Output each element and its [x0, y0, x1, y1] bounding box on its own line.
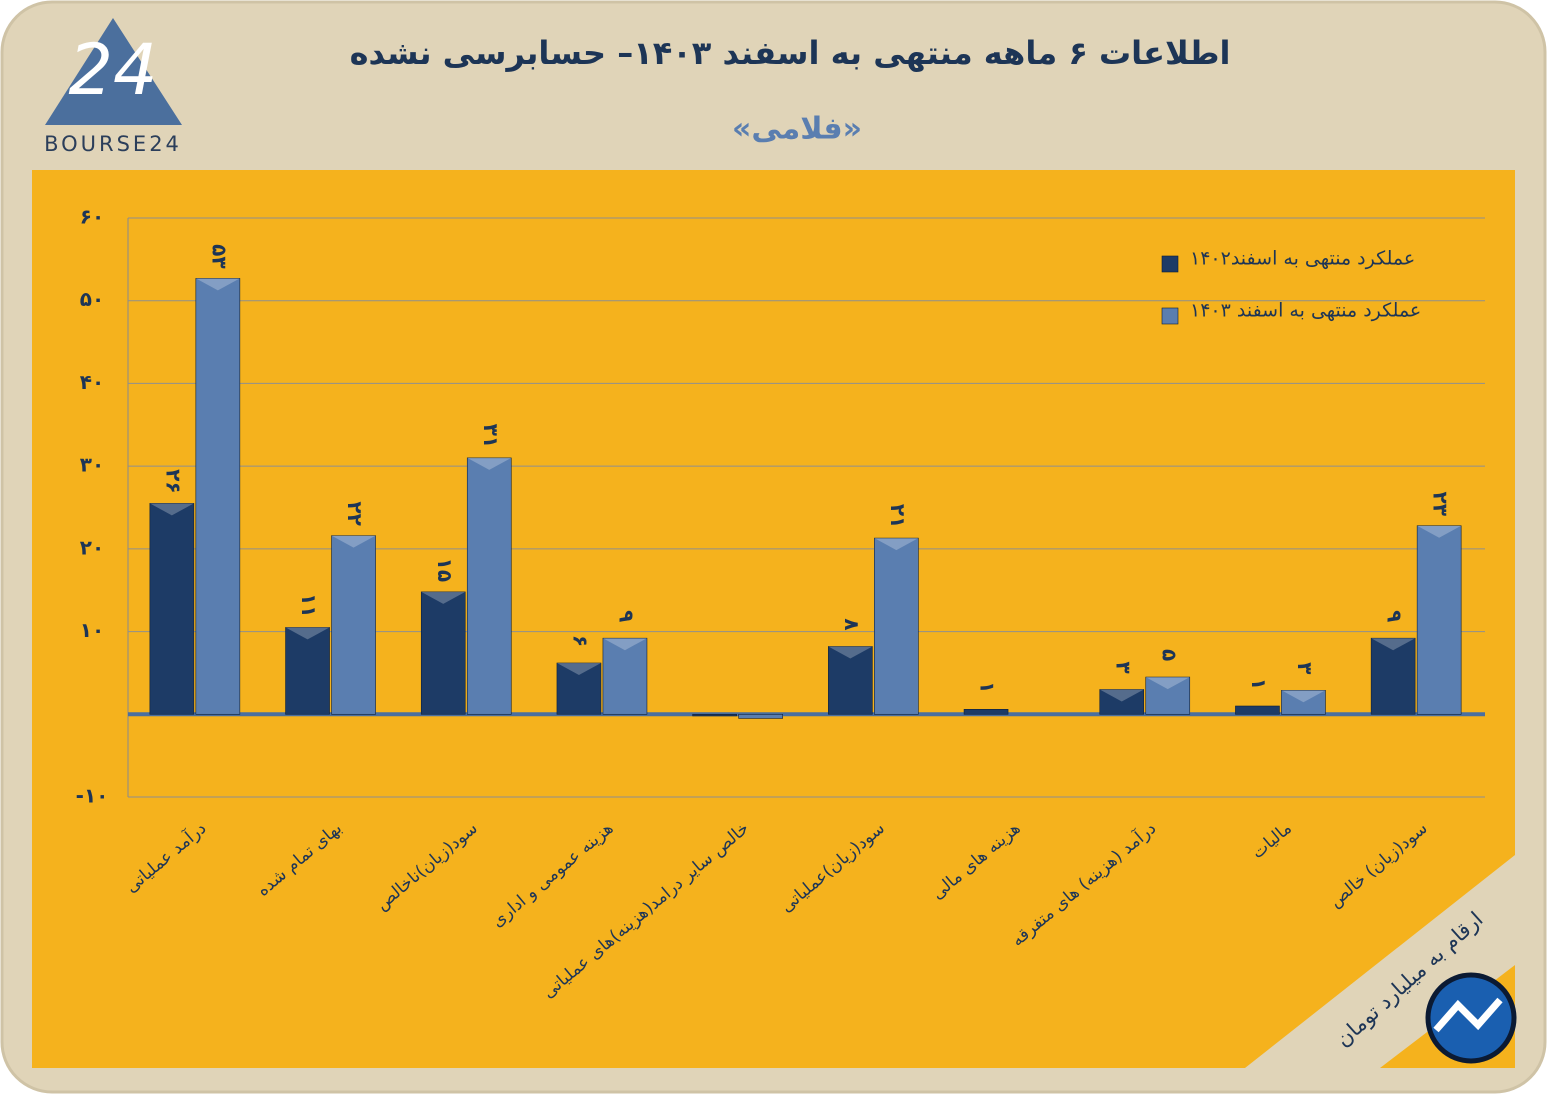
logo-number: 24 — [68, 29, 157, 111]
bar — [285, 627, 330, 715]
bar-bevel — [1099, 689, 1144, 702]
value-label: ۸ — [840, 618, 864, 630]
bar-bevel — [556, 663, 601, 676]
y-tick-label: ۱۰ — [80, 618, 104, 642]
bar — [195, 278, 241, 715]
bar — [149, 503, 195, 715]
bar — [1145, 676, 1191, 715]
bar — [1281, 689, 1326, 715]
bar-bevel — [421, 591, 466, 604]
legend-label: عملکرد منتهی به اسفند۱۴۰۲ — [1190, 248, 1415, 270]
bar-bevel — [602, 638, 647, 651]
bar-bevel — [195, 278, 240, 291]
legend-swatch — [1161, 255, 1179, 273]
value-label: ۱۵ — [433, 558, 457, 582]
value-label: ۱ — [1247, 678, 1271, 690]
y-tick-label: ۲۰ — [80, 535, 104, 559]
logo-shape — [45, 18, 182, 125]
bar — [466, 457, 512, 715]
bar — [828, 646, 873, 715]
value-label: ۳ — [1111, 661, 1135, 673]
value-label: ۳۱ — [479, 424, 503, 448]
bar — [1416, 525, 1462, 715]
bar-bevel — [1145, 677, 1190, 690]
logo-icon-line — [1433, 997, 1503, 1033]
bar-bevel — [149, 503, 194, 516]
bar — [602, 637, 648, 715]
chart-title: اطلاعات ۶ ماهه منتهی به اسفند ۱۴۰۳– حساب… — [350, 34, 1231, 72]
bar — [331, 535, 376, 715]
bar — [738, 713, 783, 719]
value-label: ۳ — [1293, 662, 1317, 674]
value-label: ۱۱ — [297, 593, 321, 617]
bar-bevel — [828, 646, 873, 659]
bar — [692, 713, 737, 717]
value-label: ۲۳ — [1429, 491, 1453, 515]
bar — [1370, 637, 1416, 715]
value-label: ۲۱ — [886, 504, 910, 528]
value-label: ۵۳ — [207, 244, 231, 268]
logo-text: BOURSE24 — [44, 132, 182, 156]
value-label: ۹ — [614, 610, 638, 622]
bar — [420, 591, 466, 715]
value-label: ۹ — [1383, 610, 1407, 622]
bar — [1099, 689, 1145, 715]
plot-panel — [32, 170, 1515, 1068]
value-label: ۲۶ — [161, 469, 185, 493]
value-label: ۵ — [1157, 649, 1181, 661]
y-tick-label: ۴۰ — [80, 370, 104, 394]
bar — [556, 662, 602, 715]
bar-bevel — [874, 538, 919, 551]
bar-bevel — [285, 627, 330, 640]
y-tick-label: ۵۰ — [80, 287, 104, 311]
bar-bevel — [1417, 525, 1462, 538]
bar-bevel — [1371, 638, 1416, 651]
bar-bevel — [467, 457, 512, 470]
bar — [874, 537, 919, 715]
value-label: ۱ — [976, 681, 1000, 693]
value-label: ۶ — [568, 635, 592, 647]
value-label: ۲۲ — [343, 501, 367, 525]
bar — [1235, 705, 1280, 715]
bar — [963, 709, 1009, 715]
bar-bevel — [331, 535, 376, 548]
y-tick-label: -۱۰ — [76, 784, 109, 808]
y-tick-label: ۶۰ — [80, 205, 104, 229]
chart-subtitle: «فلامی» — [732, 112, 862, 147]
bar-bevel — [1281, 690, 1326, 703]
legend-swatch — [1161, 307, 1179, 325]
y-tick-label: ۳۰ — [80, 453, 104, 477]
legend-label: عملکرد منتهی به اسفند ۱۴۰۳ — [1190, 300, 1421, 322]
